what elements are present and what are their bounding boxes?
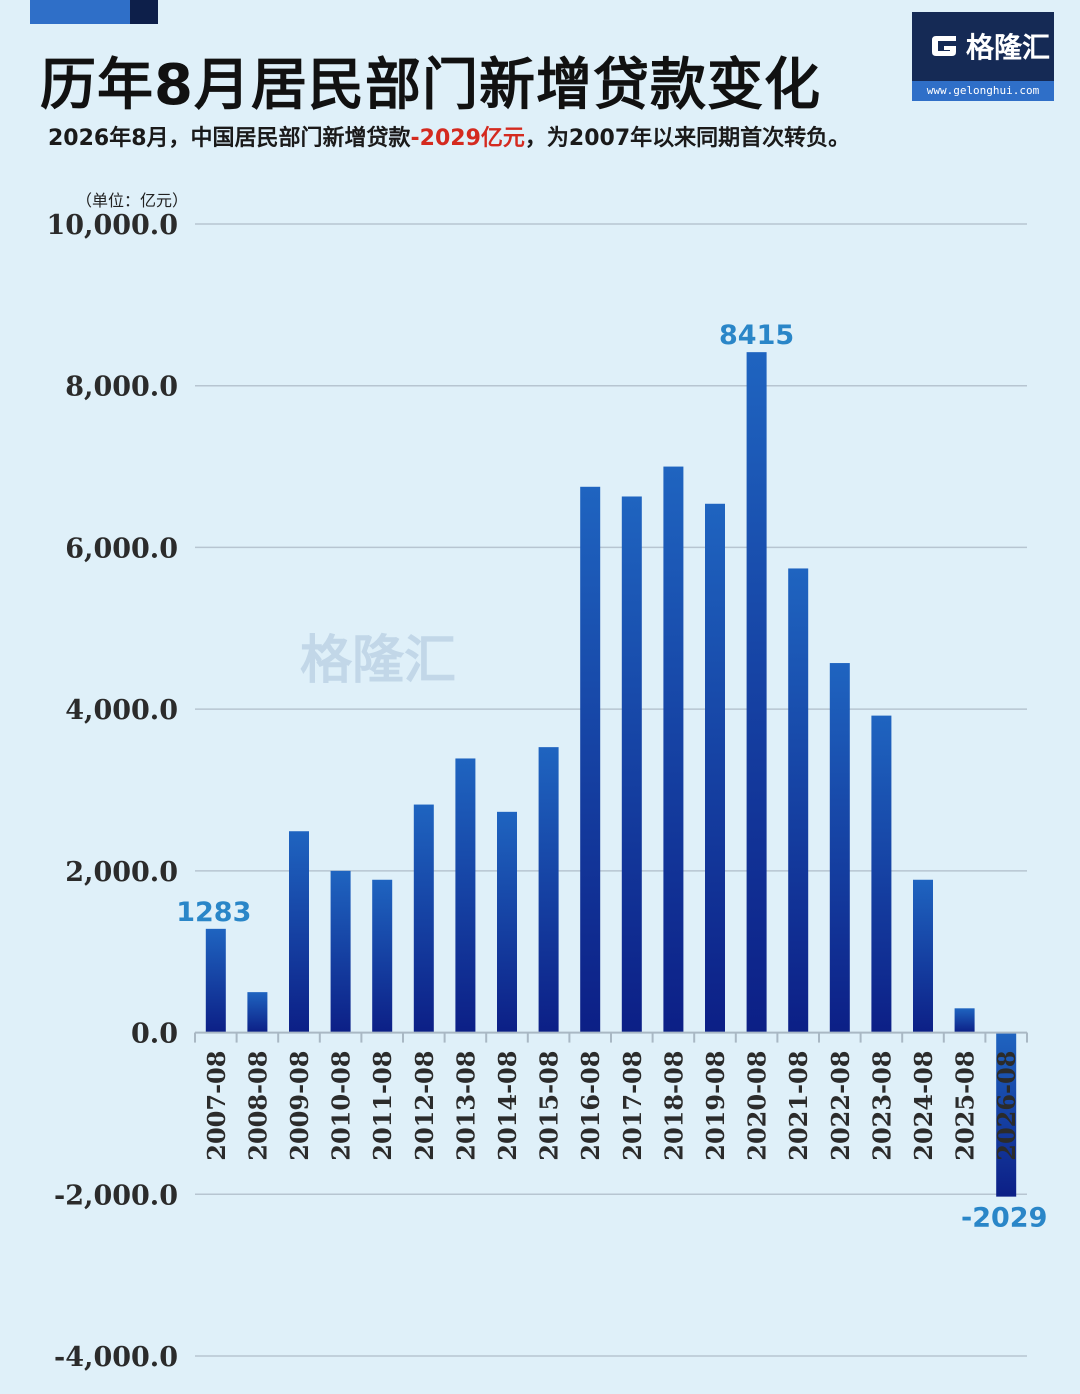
bar-2023-08: [871, 715, 892, 1033]
x-tick-label: 2009-08: [285, 1051, 314, 1161]
x-tick-label: 2022-08: [826, 1051, 855, 1161]
bar-2019-08: [705, 503, 725, 1033]
x-tick-label: 2025-08: [951, 1051, 980, 1161]
x-tick-label: 2023-08: [867, 1051, 896, 1161]
x-tick-label: 2017-08: [618, 1051, 647, 1161]
bar-2012-08: [413, 804, 434, 1033]
bar-2009-08: [289, 831, 309, 1033]
bar-2025-08: [954, 1008, 975, 1033]
y-tick-label: -2,000.0: [54, 1180, 178, 1211]
logo-name: 格隆汇: [966, 31, 1051, 64]
x-tick-label: 2011-08: [368, 1051, 397, 1161]
bar-2026-08: [996, 1032, 1017, 1197]
bar-2011-08: [372, 879, 393, 1033]
x-tick-label: 2021-08: [784, 1051, 813, 1161]
chart-subtitle: 2026年8月，中国居民部门新增贷款-2029亿元，为2007年以来同期首次转负…: [48, 120, 850, 152]
x-tick-label: 2026-08: [992, 1051, 1021, 1161]
logo-url: www.gelonghui.com: [912, 81, 1054, 101]
bar-2008-08: [247, 992, 268, 1033]
y-tick-label: 6,000.0: [65, 533, 178, 564]
bar-2013-08: [455, 758, 476, 1033]
x-tick-label: 2012-08: [410, 1051, 439, 1161]
watermark: 格隆汇: [300, 631, 457, 691]
bar-2007-08: [205, 928, 226, 1033]
y-tick-label: 8,000.0: [65, 372, 178, 403]
y-tick-label: 0.0: [131, 1019, 178, 1050]
bar-2018-08: [663, 466, 684, 1033]
x-tick-label: 2010-08: [327, 1051, 356, 1161]
y-tick-label: 10,000.0: [46, 210, 178, 241]
y-axis-ticks: 10,000.0 8,000.0 6,000.0 4,000.0 2,000.0 0.0 -…: [46, 210, 178, 1373]
x-tick-label: 2014-08: [493, 1051, 522, 1161]
bar-2022-08: [829, 663, 850, 1033]
x-tick-label: 2016-08: [576, 1051, 605, 1161]
x-tick-label: 2015-08: [535, 1051, 564, 1161]
zero-axis: [194, 1031, 1028, 1043]
data-label: 8415: [719, 320, 794, 351]
x-tick-label: 2018-08: [659, 1051, 688, 1161]
y-tick-label: -4,000.0: [54, 1342, 178, 1373]
bar-2014-08: [497, 811, 517, 1033]
y-tick-label: 2,000.0: [65, 857, 178, 888]
logo-g-icon: [932, 36, 956, 56]
x-axis-ticks: 2007-08 2008-08 2009-08 2010-08 2011-08 2012-…: [202, 1051, 1021, 1161]
bars: [205, 352, 1017, 1197]
x-tick-label: 2019-08: [701, 1051, 730, 1161]
bar-2017-08: [621, 496, 642, 1033]
data-labels: 1283 8415 -2029: [176, 320, 1047, 1233]
subtitle-text-post: ，为2007年以来同期首次转负。: [524, 126, 851, 151]
header-accent-bar: [30, 0, 130, 24]
gelonghui-logo: 格隆汇 www.gelonghui.com: [912, 12, 1054, 101]
subtitle-highlight-value: -2029亿元: [410, 126, 525, 151]
subtitle-text-pre: 2026年8月，中国居民部门新增贷款: [48, 126, 411, 151]
bar-2024-08: [913, 879, 933, 1033]
bar-2010-08: [330, 870, 351, 1033]
bar-2021-08: [788, 568, 809, 1033]
data-label: 1283: [176, 897, 251, 928]
header-accent-bar-dark: [130, 0, 158, 24]
y-axis-unit-label: （单位：亿元）: [76, 191, 189, 210]
bar-2016-08: [580, 486, 601, 1033]
x-tick-label: 2007-08: [202, 1051, 231, 1161]
bar-2015-08: [538, 747, 559, 1033]
x-tick-label: 2024-08: [909, 1051, 938, 1161]
grid-lines: [195, 223, 1027, 1357]
y-tick-label: 4,000.0: [65, 695, 178, 726]
x-tick-label: 2020-08: [743, 1051, 772, 1161]
x-tick-label: 2013-08: [451, 1051, 480, 1161]
chart-title: 历年8月居民部门新增贷款变化: [40, 53, 821, 118]
bar-2020-08: [746, 352, 767, 1033]
data-label: -2029: [961, 1203, 1047, 1234]
x-tick-label: 2008-08: [243, 1051, 272, 1161]
